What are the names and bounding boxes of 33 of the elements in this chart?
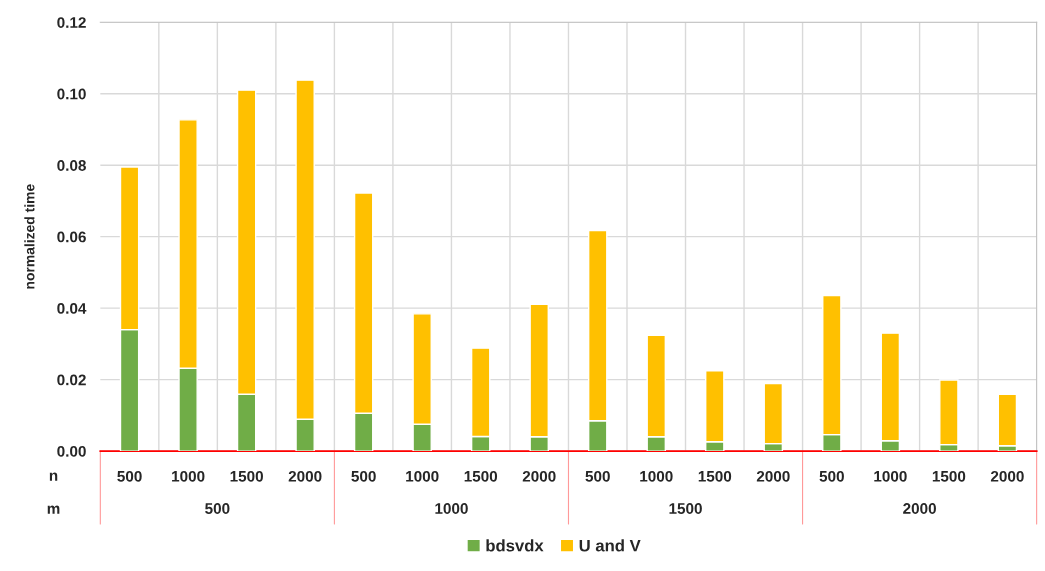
x-tick-label: 500 [117, 470, 142, 482]
y-axis-title: normalized time [24, 184, 35, 289]
y-tick-label: 0.04 [57, 303, 87, 314]
y-tick-label: 0.02 [57, 374, 86, 386]
x-tick-label: 1000 [172, 470, 205, 482]
x-tick-label: 1000 [640, 470, 673, 482]
text: m [47, 505, 60, 514]
x-tick-label: 2000 [990, 470, 1024, 482]
y-tick-label: 0.06 [57, 231, 86, 243]
x-tick-label: 1500 [932, 470, 966, 482]
x-tick-label: 2000 [756, 470, 790, 482]
y-tick-label: 0.08 [57, 160, 86, 171]
y-tick-label: 0.10 [57, 88, 86, 100]
x-tick-label: 1500 [464, 470, 498, 482]
text: 2000 [903, 503, 936, 514]
bar [997, 393, 1018, 447]
x-tick-label: 1000 [406, 470, 439, 482]
x-tick-label: 1500 [698, 470, 732, 482]
text: 500 [205, 503, 230, 514]
x-tick-label: 2000 [522, 470, 556, 482]
x-tick-label: 500 [819, 470, 844, 482]
x-tick-label: 1500 [230, 470, 263, 482]
y-tick-label: 0.00 [57, 445, 86, 457]
y-tick-label: 0.12 [57, 17, 86, 28]
legend-label: U and V [579, 539, 641, 552]
text: 1000 [435, 503, 468, 514]
text: 1500 [669, 503, 702, 514]
x-tick-label: 2000 [288, 470, 322, 482]
x-tick-label: 500 [351, 470, 376, 482]
text: n [49, 472, 58, 481]
legend-label: bdsvdx [486, 539, 544, 552]
x-tick-label: 500 [585, 470, 610, 482]
x-tick-label: 1000 [874, 470, 907, 482]
